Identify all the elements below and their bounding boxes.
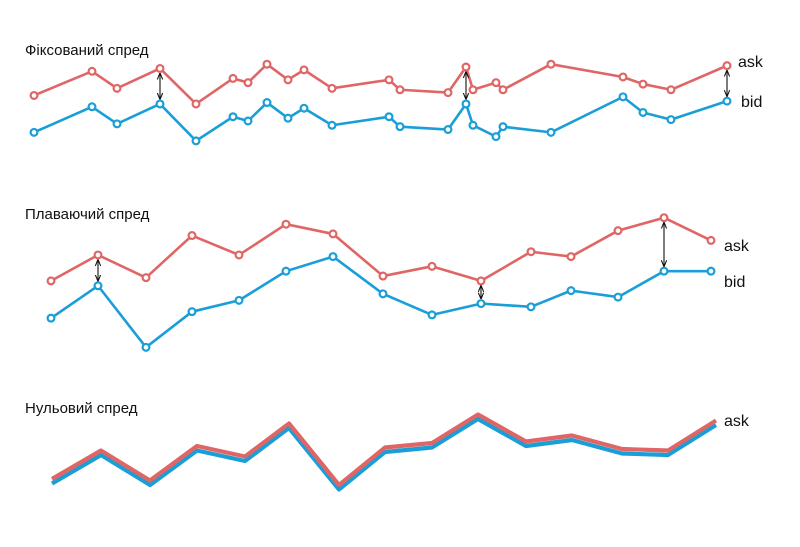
floating-bid-point — [46, 313, 56, 323]
fixed-bid-point — [155, 99, 165, 109]
floating-bid-point — [476, 299, 486, 309]
fixed-bid-point — [546, 127, 556, 137]
fixed-ask-point — [666, 85, 676, 95]
floating-spread-chart — [46, 213, 716, 352]
fixed-bid-point — [283, 113, 293, 123]
floating-ask-point — [46, 276, 56, 286]
floating-bid-point — [187, 307, 197, 317]
fixed-ask-point — [191, 99, 201, 109]
fixed-ask-point — [243, 78, 253, 88]
fixed-ask-point — [87, 66, 97, 76]
floating-bid-point — [427, 310, 437, 320]
fixed-bid-line — [33, 95, 728, 143]
fixed-ask-point — [29, 90, 39, 100]
zero-spread-chart — [50, 412, 718, 492]
fixed-ask-point — [262, 59, 272, 69]
floating-ask-point — [281, 219, 291, 229]
floating-bid-point — [566, 286, 576, 296]
zero-ask-line — [50, 412, 718, 488]
floating-bid-point — [281, 266, 291, 276]
floating-spread-title: Плаваючий спред — [25, 206, 150, 223]
fixed-ask-point — [112, 83, 122, 93]
fixed-bid-point — [461, 99, 471, 109]
fixed-bid-point — [29, 127, 39, 137]
fixed-bid-point — [262, 98, 272, 108]
floating-bid-point — [613, 292, 623, 302]
fixed-bid-point — [498, 122, 508, 132]
fixed-ask-point — [395, 85, 405, 95]
fixed-ask-point — [491, 78, 501, 88]
floating-bid-point — [378, 289, 388, 299]
fixed-bid-point — [299, 103, 309, 113]
fixed-ask-point — [327, 83, 337, 93]
fixed-ask-point — [461, 62, 471, 72]
fixed-ask-point — [722, 61, 732, 71]
fixed-bid-point — [191, 136, 201, 146]
floating-ask-line — [50, 216, 712, 283]
fixed-ask-point — [618, 72, 628, 82]
floating-ask-point — [659, 213, 669, 223]
zero-spread-title: Нульовий спред — [25, 400, 138, 417]
fixed-ask-point — [546, 59, 556, 69]
floating-ask-point — [613, 226, 623, 236]
fixed-bid-point — [384, 112, 394, 122]
floating-ask-point — [187, 231, 197, 241]
fixed-bid-point — [722, 96, 732, 106]
floating-bid-point — [328, 252, 338, 262]
floating-bid-point — [234, 295, 244, 305]
fixed-ask-point — [283, 75, 293, 85]
fixed-ask-point — [443, 88, 453, 98]
floating-bid-label: bid — [724, 274, 745, 291]
fixed-bid-point — [618, 92, 628, 102]
fixed-bid-point — [228, 112, 238, 122]
fixed-bid-point — [443, 125, 453, 135]
floating-ask-point — [427, 261, 437, 271]
floating-ask-point — [566, 252, 576, 262]
floating-ask-point — [141, 273, 151, 283]
floating-ask-point — [526, 247, 536, 257]
fixed-bid-point — [638, 107, 648, 117]
fixed-ask-point — [155, 63, 165, 73]
fixed-bid-label: bid — [741, 94, 762, 111]
floating-ask-point — [476, 276, 486, 286]
fixed-spread-chart — [29, 59, 732, 146]
fixed-bid-point — [468, 120, 478, 130]
fixed-bid-point — [327, 120, 337, 130]
floating-bid-point — [526, 302, 536, 312]
floating-ask-point — [378, 271, 388, 281]
floating-ask-point — [93, 250, 103, 260]
floating-bid-point — [93, 281, 103, 291]
zero-bid-line — [50, 416, 718, 492]
floating-bid-point — [141, 342, 151, 352]
fixed-bid-point — [87, 102, 97, 112]
fixed-bid-point — [112, 119, 122, 129]
floating-ask-label: ask — [724, 238, 750, 255]
fixed-bid-point — [395, 122, 405, 132]
floating-ask-point — [328, 229, 338, 239]
floating-bid-point — [659, 266, 669, 276]
fixed-ask-point — [299, 65, 309, 75]
floating-ask-point — [706, 235, 716, 245]
fixed-bid-point — [666, 115, 676, 125]
zero-ask-label: ask — [724, 413, 750, 430]
fixed-ask-label: ask — [738, 54, 764, 71]
floating-ask-point — [234, 250, 244, 260]
fixed-ask-point — [468, 85, 478, 95]
fixed-bid-point — [243, 116, 253, 126]
fixed-ask-point — [498, 85, 508, 95]
fixed-bid-point — [491, 132, 501, 142]
fixed-spread-title: Фіксований спред — [25, 42, 149, 59]
fixed-ask-point — [228, 73, 238, 83]
floating-bid-point — [706, 266, 716, 276]
fixed-ask-point — [638, 79, 648, 89]
fixed-ask-point — [384, 75, 394, 85]
floating-bid-line — [50, 255, 711, 349]
